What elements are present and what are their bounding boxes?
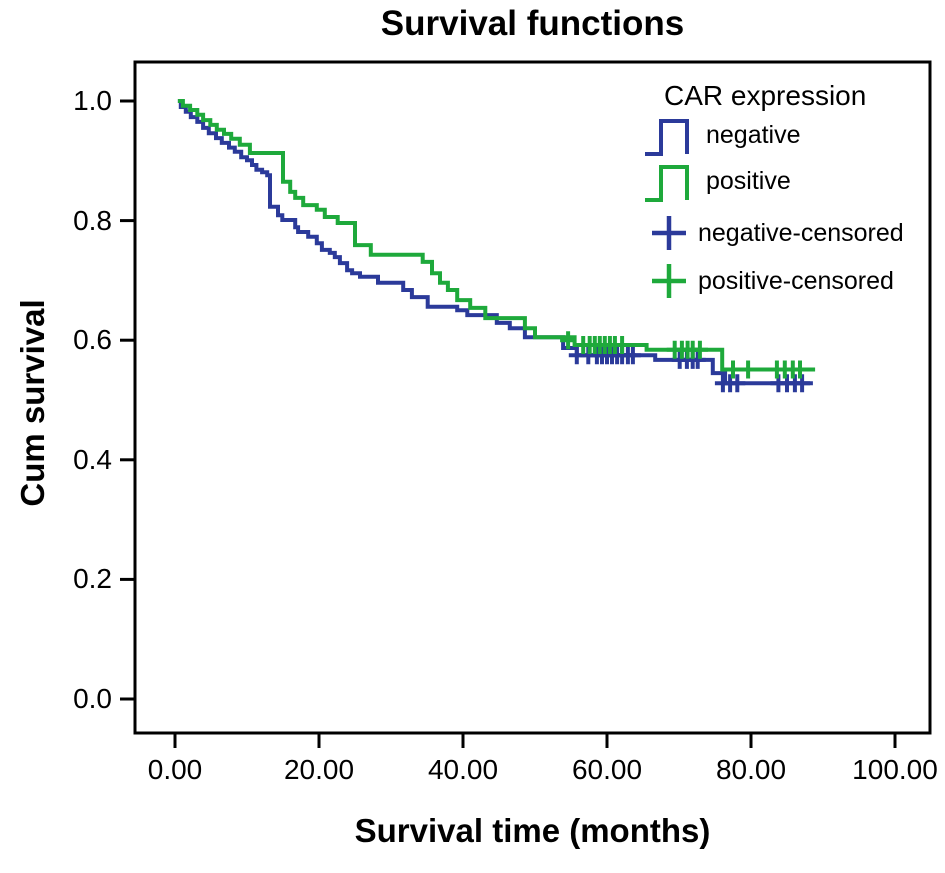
censored-mark-negative [689,350,706,369]
y-tick-label: 1.0 [73,85,112,116]
legend-label-negative-censored: negative-censored [698,218,904,247]
y-tick-label: 0.8 [73,204,112,236]
censored-mark-negative [794,374,811,393]
x-tick-label: 0.00 [147,754,203,785]
legend-title: CAR expression [664,80,867,111]
x-axis-title: Survival time (months) [354,812,711,849]
series-curve-negative [177,99,813,386]
x-tick-label: 20.00 [283,754,355,785]
legend-label-positive: positive [706,166,791,195]
censored-mark-positive [614,336,631,354]
legend-label-negative: negative [706,120,801,149]
censored-mark-negative [729,374,746,393]
censored-mark-positive [740,360,757,379]
censored-mark-negative [624,346,641,365]
legend-item-negative: negative [642,112,801,158]
legend-item-positive: positive [642,158,791,204]
y-tick-label: 0.4 [73,443,112,475]
y-tick-label: 0.0 [73,683,112,714]
x-tick-label: 100.00 [852,754,938,785]
legend: CAR expression negative positive negativ… [640,80,940,312]
y-tick-label: 0.2 [73,563,112,595]
y-tick-label: 0.6 [73,324,112,356]
chart-title: Survival functions [380,4,685,43]
legend-item-negative-censored: negative-censored [648,212,904,254]
censored-mark-positive [691,340,708,359]
positive-censored-plus-icon [652,264,686,298]
y-axis-title: Cum survival [14,299,51,507]
censored-mark-positive [725,360,741,379]
negative-line-icon [645,119,689,156]
censored-mark-positive [792,360,808,379]
x-tick-label: 40.00 [427,754,499,785]
series-curve-positive [177,99,816,372]
censored-mark-positive [560,331,577,350]
x-tick-label: 80.00 [715,754,787,785]
positive-line-icon [645,165,689,202]
x-tick-label: 60.00 [571,754,643,785]
legend-label-positive-censored: positive-censored [698,266,894,295]
negative-censored-plus-icon [652,216,686,250]
legend-item-positive-censored: positive-censored [648,260,894,302]
